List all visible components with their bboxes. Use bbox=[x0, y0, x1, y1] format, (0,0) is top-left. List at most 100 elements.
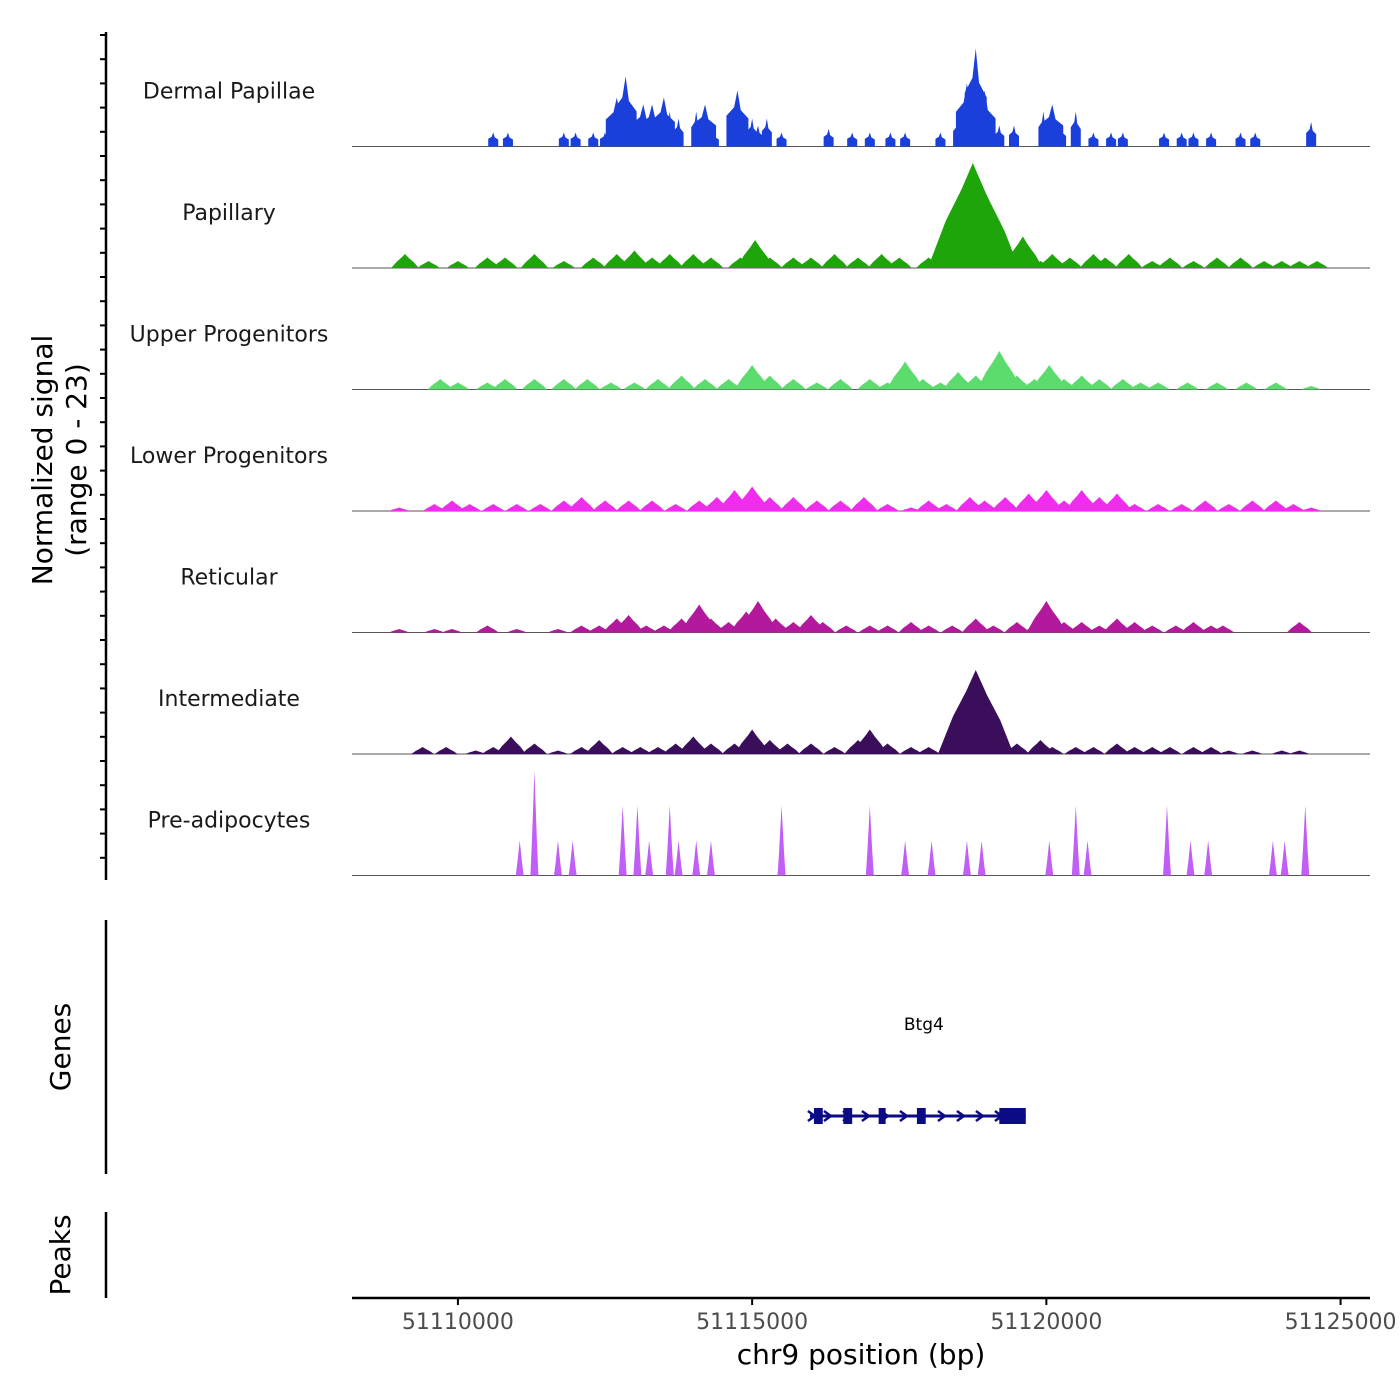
track-peak-upper-progenitors-36 bbox=[1176, 382, 1199, 390]
track-labels: Dermal Papillae Papillary Upper Progenitor… bbox=[130, 80, 329, 834]
track-peak-dermal-papillae-22 bbox=[761, 118, 772, 147]
track-peak-dermal-papillae-28 bbox=[900, 132, 911, 147]
track-label-dermal-papillae: Dermal Papillae bbox=[143, 80, 315, 105]
track-peak-upper-progenitors-17 bbox=[827, 379, 854, 390]
track-peak-pre-adipocytes-2 bbox=[553, 840, 562, 876]
track-peak-dermal-papillae-21 bbox=[753, 125, 764, 147]
track-peak-lower-progenitors-36 bbox=[1146, 504, 1170, 511]
x-ticks: 51110000 51115000 51120000 51125000 bbox=[402, 1298, 1397, 1335]
track-peak-papillary-16 bbox=[757, 257, 783, 268]
track-peak-pre-adipocytes-21 bbox=[1186, 840, 1195, 876]
track-peak-upper-progenitors-13 bbox=[734, 365, 770, 390]
track-peak-papillary-0 bbox=[391, 254, 419, 268]
genes-panel-label: Genes bbox=[44, 1003, 77, 1091]
track-peak-reticular-0 bbox=[388, 629, 410, 633]
track-peak-upper-progenitors-23 bbox=[943, 372, 974, 390]
track-peak-papillary-37 bbox=[1140, 261, 1164, 268]
track-peak-reticular-25 bbox=[898, 622, 924, 633]
track-peak-reticular-38 bbox=[1140, 625, 1164, 633]
track-peak-dermal-papillae-23 bbox=[776, 132, 787, 147]
track-peak-lower-progenitors-12 bbox=[664, 504, 688, 511]
track-peak-lower-progenitors-10 bbox=[615, 500, 642, 511]
track-peak-intermediate-45 bbox=[1289, 750, 1310, 754]
track-peak-lower-progenitors-0 bbox=[388, 507, 410, 511]
track-peak-intermediate-29 bbox=[958, 712, 1006, 754]
track-peak-pre-adipocytes-16 bbox=[977, 840, 986, 876]
track-label-reticular: Reticular bbox=[180, 566, 278, 591]
track-peak-upper-progenitors-40 bbox=[1300, 386, 1322, 390]
track-peak-intermediate-22 bbox=[852, 729, 888, 754]
track-peak-dermal-papillae-4 bbox=[588, 132, 599, 147]
track-peak-intermediate-11 bbox=[646, 747, 670, 754]
track-peak-papillary-36 bbox=[1114, 254, 1143, 268]
track-peak-lower-progenitors-2 bbox=[439, 500, 465, 511]
track-peak-reticular-32 bbox=[1026, 601, 1067, 633]
track-peak-reticular-30 bbox=[1004, 622, 1030, 633]
track-peak-reticular-21 bbox=[810, 622, 836, 633]
gene-layer: Btg4 bbox=[807, 1015, 1026, 1124]
y-axis-title: Normalized signal bbox=[26, 335, 59, 586]
track-peak-dermal-papillae-41 bbox=[1088, 132, 1099, 147]
track-peak-dermal-papillae-25 bbox=[847, 132, 858, 147]
track-peak-dermal-papillae-26 bbox=[864, 132, 875, 147]
track-peak-reticular-4 bbox=[506, 629, 527, 633]
track-peak-lower-progenitors-17 bbox=[755, 497, 784, 511]
track-peak-reticular-26 bbox=[917, 625, 941, 633]
track-peak-reticular-39 bbox=[1164, 625, 1188, 633]
track-peak-papillary-44 bbox=[1287, 261, 1311, 268]
track-peak-pre-adipocytes-17 bbox=[1045, 840, 1054, 876]
gene-strand-arrow-4 bbox=[899, 1109, 910, 1123]
track-peak-lower-progenitors-23 bbox=[900, 507, 922, 511]
track-peak-upper-progenitors-3 bbox=[492, 379, 518, 390]
track-peak-pre-adipocytes-9 bbox=[692, 840, 701, 876]
track-peak-papillary-5 bbox=[520, 254, 549, 268]
track-peak-upper-progenitors-35 bbox=[1146, 382, 1170, 390]
x-axis-title: chr9 position (bp) bbox=[737, 1338, 986, 1371]
track-label-lower-progenitors: Lower Progenitors bbox=[130, 444, 328, 469]
track-peak-papillary-32 bbox=[1038, 254, 1067, 268]
track-peak-intermediate-1 bbox=[434, 747, 458, 754]
track-peak-dermal-papillae-35 bbox=[994, 125, 1005, 147]
track-peak-upper-progenitors-9 bbox=[645, 379, 671, 390]
track-peak-dermal-papillae-2 bbox=[558, 132, 569, 147]
gene-exon-0 bbox=[813, 1108, 823, 1124]
track-peak-lower-progenitors-22 bbox=[876, 504, 899, 511]
track-peak-reticular-9 bbox=[613, 615, 644, 633]
track-peak-pre-adipocytes-3 bbox=[568, 840, 577, 876]
track-peak-pre-adipocytes-8 bbox=[674, 840, 683, 876]
track-peak-papillary-22 bbox=[886, 257, 912, 268]
coverage-y-ticks bbox=[100, 34, 106, 859]
track-peak-intermediate-40 bbox=[1182, 747, 1205, 754]
track-peak-pre-adipocytes-18 bbox=[1071, 805, 1080, 876]
track-peak-upper-progenitors-6 bbox=[574, 379, 600, 390]
track-peak-papillary-42 bbox=[1252, 261, 1276, 268]
track-peak-upper-progenitors-14 bbox=[755, 375, 784, 390]
track-peak-intermediate-20 bbox=[823, 747, 846, 754]
track-peak-dermal-papillae-17 bbox=[708, 132, 719, 147]
track-peak-intermediate-35 bbox=[1082, 747, 1105, 754]
track-peak-pre-adipocytes-23 bbox=[1268, 840, 1277, 876]
gene-strand-arrow-2 bbox=[861, 1109, 872, 1123]
track-peak-dermal-papillae-40 bbox=[1070, 111, 1081, 147]
track-peak-reticular-2 bbox=[441, 629, 463, 633]
track-peak-lower-progenitors-5 bbox=[505, 504, 529, 511]
x-tick-label-2: 51120000 bbox=[990, 1310, 1102, 1335]
track-peak-upper-progenitors-31 bbox=[1067, 375, 1096, 390]
track-peak-reticular-37 bbox=[1122, 622, 1148, 633]
gene-strand-arrow-0 bbox=[823, 1109, 834, 1123]
track-peak-lower-progenitors-19 bbox=[804, 500, 830, 511]
track-peak-lower-progenitors-11 bbox=[639, 500, 665, 511]
track-peak-dermal-papillae-1 bbox=[502, 132, 513, 147]
track-peak-lower-progenitors-24 bbox=[916, 500, 942, 511]
track-peak-lower-progenitors-1 bbox=[422, 504, 446, 511]
track-peak-upper-progenitors-29 bbox=[1031, 365, 1067, 390]
track-peak-lower-progenitors-39 bbox=[1217, 504, 1241, 511]
track-peak-papillary-27 bbox=[938, 177, 1019, 268]
track-peak-papillary-9 bbox=[619, 250, 650, 268]
track-peak-intermediate-31 bbox=[1004, 743, 1030, 754]
track-peak-lower-progenitors-25 bbox=[934, 504, 958, 511]
track-peak-reticular-34 bbox=[1069, 622, 1095, 633]
track-peak-intermediate-42 bbox=[1218, 750, 1239, 754]
gene-exon-3 bbox=[916, 1108, 926, 1124]
gene-strand-arrow-6 bbox=[937, 1109, 948, 1123]
